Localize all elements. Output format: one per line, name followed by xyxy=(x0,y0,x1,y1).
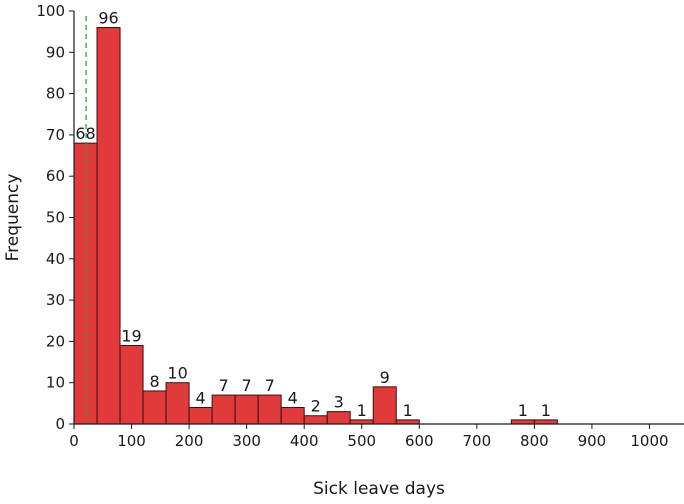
bar-value-label: 3 xyxy=(334,393,344,412)
histogram-bar xyxy=(188,406,213,425)
x-ticks-group: 0 100 200 300 400 500 600 700 800 900 1000 xyxy=(69,424,669,450)
bar-value-label: 9 xyxy=(380,368,390,387)
bar-value-label: 96 xyxy=(98,9,118,28)
x-tick-label: 1000 xyxy=(630,432,668,450)
bar-value-label: 1 xyxy=(541,401,551,420)
bar-value-label: 2 xyxy=(311,397,321,416)
x-tick-label: 700 xyxy=(463,432,492,450)
histogram-bar xyxy=(211,394,236,425)
bar-value-label: 10 xyxy=(167,364,187,383)
histogram-bar xyxy=(303,415,328,425)
y-tick-label: 90 xyxy=(46,43,65,61)
bars-group xyxy=(73,27,558,425)
bar-value-label: 7 xyxy=(265,376,275,395)
y-tick-label: 40 xyxy=(46,250,65,268)
histogram-bar xyxy=(257,394,282,425)
histogram-bar xyxy=(372,386,397,425)
bar-labels-group: 689619810477742319111 xyxy=(75,9,551,420)
y-tick-label: 60 xyxy=(46,167,65,185)
y-tick-label: 10 xyxy=(46,374,65,392)
x-tick-label: 800 xyxy=(520,432,549,450)
y-axis-title: Frequency xyxy=(3,174,23,262)
axes-group xyxy=(73,11,684,425)
bar-value-label: 19 xyxy=(121,327,141,346)
histogram-bar xyxy=(533,419,558,425)
histogram-bar xyxy=(73,142,98,425)
y-tick-label: 20 xyxy=(46,332,65,350)
x-axis-title: Sick leave days xyxy=(313,479,445,499)
bar-value-label: 7 xyxy=(242,376,252,395)
histogram-bar xyxy=(395,419,420,425)
x-tick-label: 200 xyxy=(175,432,204,450)
bar-value-label: 8 xyxy=(149,372,159,391)
y-ticks-group: 0 10 20 30 40 50 60 70 80 90 100 xyxy=(36,2,74,433)
histogram-bar xyxy=(142,390,167,425)
bar-value-label: 4 xyxy=(196,388,206,407)
y-tick-label: 0 xyxy=(55,415,65,433)
y-tick-label: 50 xyxy=(46,209,65,227)
histogram-bar xyxy=(280,406,305,425)
x-tick-label: 0 xyxy=(69,432,79,450)
y-tick-label: 80 xyxy=(46,85,65,103)
x-tick-label: 400 xyxy=(290,432,319,450)
histogram-bar xyxy=(349,419,374,425)
y-tick-label: 70 xyxy=(46,126,65,144)
bar-value-label: 1 xyxy=(403,401,413,420)
y-tick-label: 100 xyxy=(36,2,65,20)
bar-value-label: 7 xyxy=(219,376,229,395)
histogram-bar xyxy=(510,419,535,425)
x-tick-label: 300 xyxy=(232,432,261,450)
histogram-bar xyxy=(234,394,259,425)
histogram-bar xyxy=(165,382,190,425)
y-tick-label: 30 xyxy=(46,291,65,309)
bar-value-label: 1 xyxy=(357,401,367,420)
histogram-bar xyxy=(119,345,144,425)
histogram-bar xyxy=(96,27,121,425)
x-tick-label: 500 xyxy=(347,432,376,450)
bar-value-label: 1 xyxy=(518,401,528,420)
bar-value-label: 4 xyxy=(288,388,298,407)
x-tick-label: 100 xyxy=(117,432,146,450)
x-tick-label: 900 xyxy=(578,432,607,450)
x-tick-label: 600 xyxy=(405,432,434,450)
histogram-bar xyxy=(326,411,351,425)
